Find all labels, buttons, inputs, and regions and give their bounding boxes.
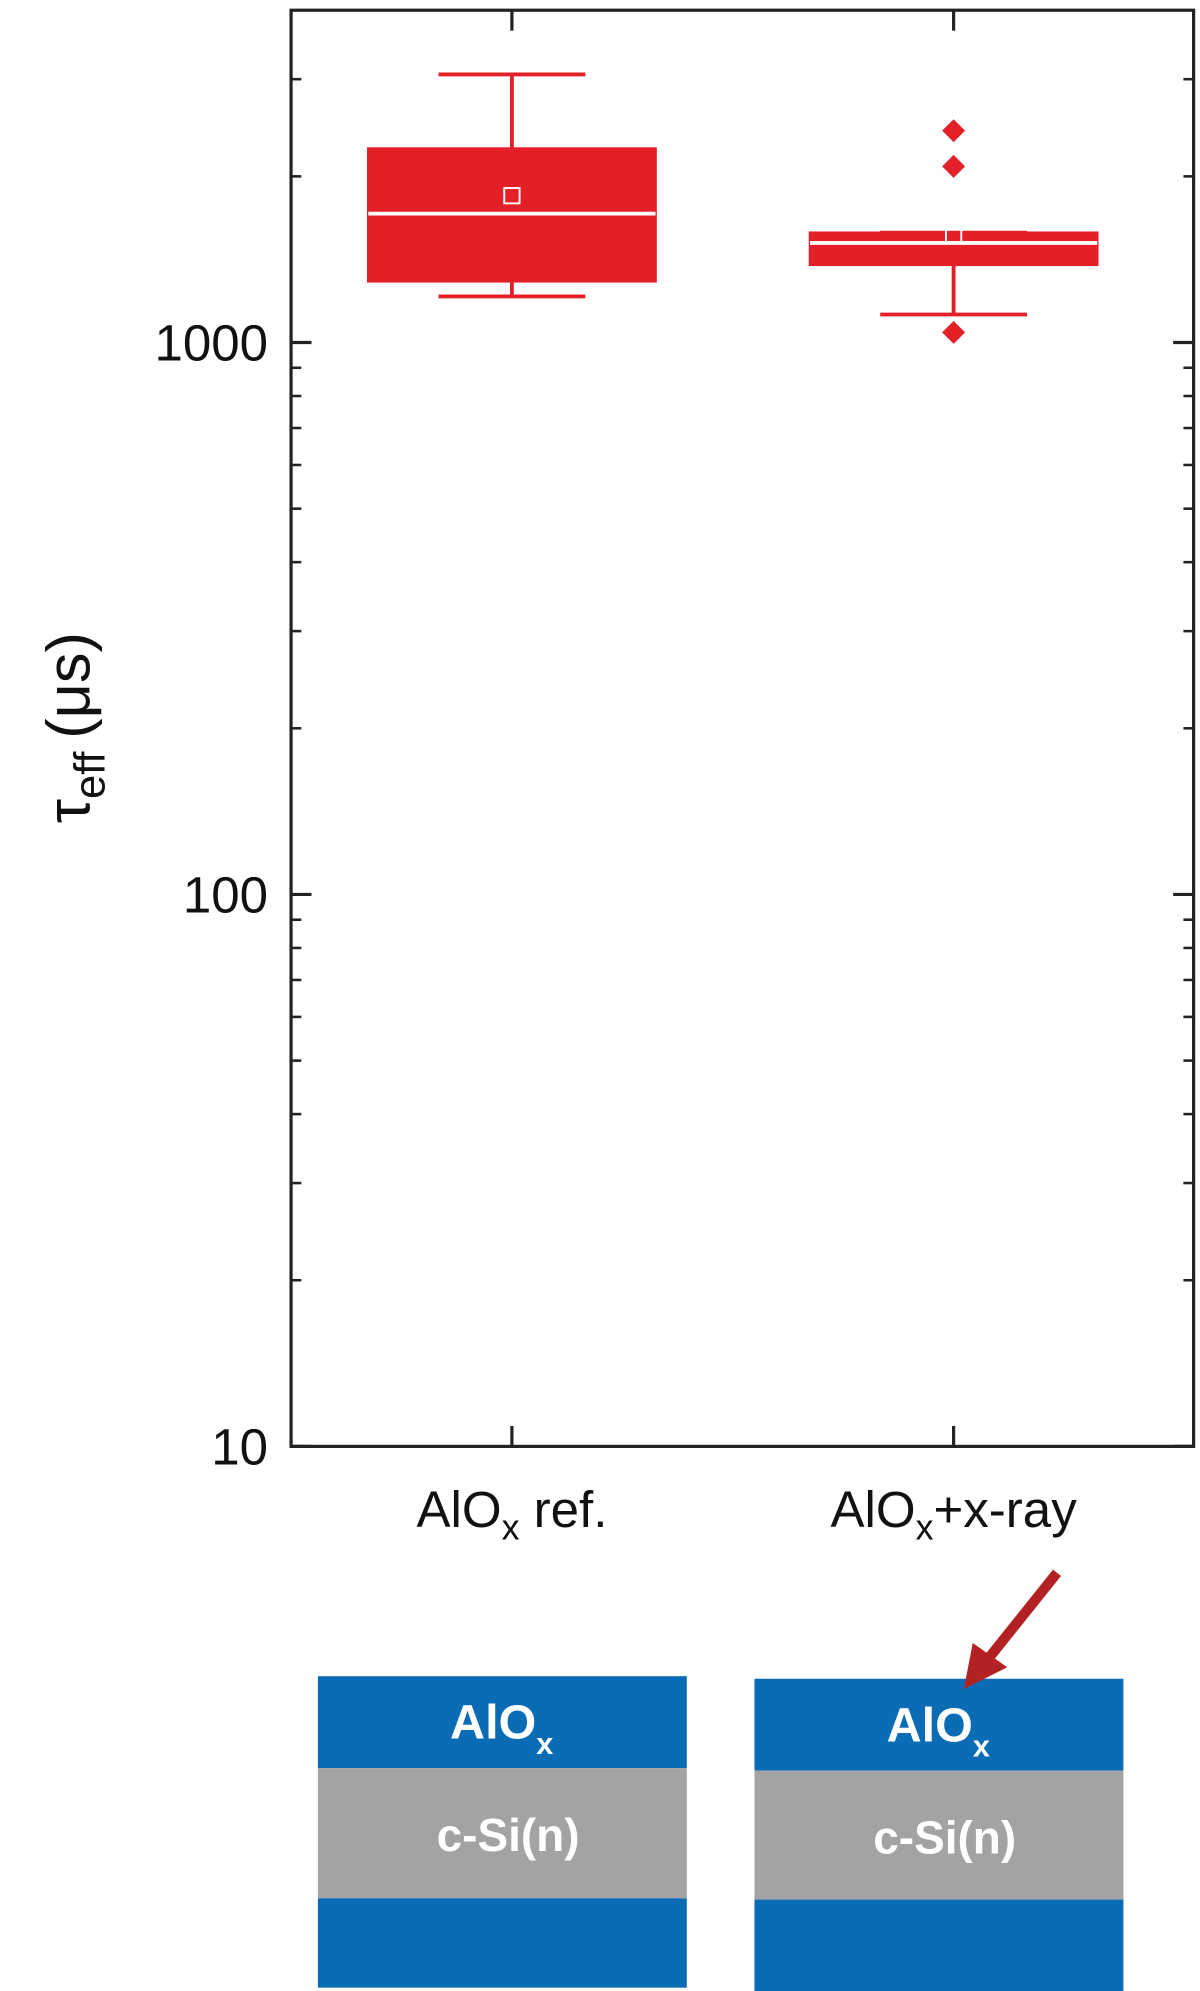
layer-bottom bbox=[754, 1899, 1124, 1991]
layer-alox bbox=[754, 1678, 1124, 1771]
layer-sub: x bbox=[536, 1727, 553, 1761]
category-main: AlO bbox=[416, 1481, 501, 1538]
layer-main: AlO bbox=[887, 1698, 973, 1752]
diagram-left: AlOx c-Si(n) bbox=[317, 1676, 687, 1988]
category-sub: x bbox=[502, 1508, 520, 1548]
layer-label: AlOx bbox=[887, 1698, 990, 1763]
arrow-head bbox=[963, 1642, 1008, 1689]
layer-label: AlOx bbox=[450, 1696, 553, 1761]
mean-marker bbox=[945, 226, 963, 244]
layer-label: c-Si(n) bbox=[873, 1812, 1016, 1864]
y-tick-label: 1000 bbox=[155, 314, 269, 371]
x-tick-label: AlOx+x-ray bbox=[830, 1481, 1077, 1548]
layer-sub: x bbox=[973, 1730, 990, 1764]
y-tick-label: 100 bbox=[183, 866, 268, 923]
category-sub: x bbox=[916, 1508, 934, 1548]
outlier bbox=[942, 154, 966, 178]
layer-alox bbox=[317, 1676, 687, 1769]
layer-label: c-Si(n) bbox=[437, 1809, 580, 1861]
layer-main: AlO bbox=[450, 1696, 536, 1750]
y-label-unit: (μs) bbox=[34, 632, 102, 739]
y-label-subscript: eff bbox=[67, 751, 115, 799]
x-tick-label: AlOx ref. bbox=[416, 1481, 607, 1548]
y-axis-label: τeff (μs) bbox=[34, 632, 114, 823]
category-main: AlO bbox=[830, 1481, 915, 1538]
category-tail: +x-ray bbox=[933, 1481, 1077, 1538]
arrow-shaft bbox=[981, 1569, 1062, 1666]
layer-bottom bbox=[317, 1898, 687, 1988]
box bbox=[808, 231, 1099, 267]
y-tick-label: 10 bbox=[211, 1418, 268, 1475]
mean-marker bbox=[503, 187, 521, 205]
y-label-symbol: τ bbox=[34, 799, 102, 823]
layer-si bbox=[754, 1770, 1124, 1900]
diagram-right: AlOx c-Si(n) bbox=[754, 1569, 1124, 1991]
outlier bbox=[942, 119, 966, 143]
outlier bbox=[942, 320, 966, 344]
layer-si bbox=[317, 1768, 687, 1899]
category-tail: ref. bbox=[519, 1481, 607, 1538]
